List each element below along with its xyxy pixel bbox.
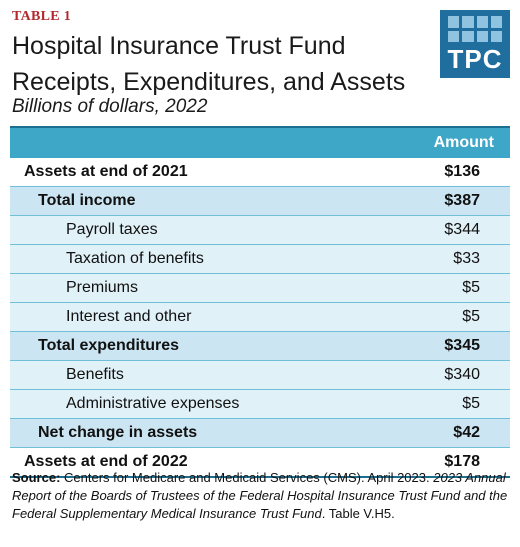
table-row: Payroll taxes $344 (10, 216, 510, 245)
row-label: Net change in assets (38, 424, 198, 441)
row-label: Assets at end of 2022 (24, 453, 188, 470)
table-row: Benefits $340 (10, 361, 510, 390)
table-row: Assets at end of 2021 $136 (10, 158, 510, 187)
row-label: Assets at end of 2021 (24, 163, 188, 180)
tpc-logo: TPC (440, 10, 510, 78)
table-row: Assets at end of 2022 $178 (10, 448, 510, 478)
table-row: Interest and other $5 (10, 303, 510, 332)
row-value: $387 (444, 192, 480, 209)
column-header-amount: Amount (433, 134, 494, 151)
row-value: $340 (444, 366, 480, 383)
logo-grid-icon (448, 16, 502, 42)
row-label: Benefits (66, 366, 124, 383)
row-label: Taxation of benefits (66, 250, 204, 267)
table-body: Assets at end of 2021 $136 Total income $38… (10, 158, 510, 478)
row-value: $345 (444, 337, 480, 354)
source-text: Centers for Medicare and Medicaid Servic… (60, 470, 434, 485)
row-value: $344 (444, 221, 480, 238)
table-row: Total expenditures $345 (10, 332, 510, 361)
table-tag: TABLE 1 (12, 9, 72, 24)
data-table: Amount Assets at end of 2021 $136 Total in… (10, 126, 510, 478)
row-value: $5 (462, 308, 480, 325)
row-value: $5 (462, 279, 480, 296)
row-label: Administrative expenses (66, 395, 240, 412)
source-note: Source: Centers for Medicare and Medicai… (12, 469, 510, 523)
source-report-title: 2023 Annual Report of the Boards of Trus… (12, 470, 508, 521)
row-value: $33 (453, 250, 480, 267)
row-value: $42 (453, 424, 480, 441)
page-title: Hospital Insurance Trust Fund Receipts, … (12, 32, 406, 96)
source-label: Source: (12, 470, 61, 485)
logo-text: TPC (447, 44, 503, 74)
table-row: Taxation of benefits $33 (10, 245, 510, 274)
row-label: Interest and other (66, 308, 192, 325)
row-value: $178 (444, 453, 480, 470)
row-label: Payroll taxes (66, 221, 158, 238)
row-label: Total income (38, 192, 136, 209)
row-value: $5 (462, 395, 480, 412)
source-text-end: . Table V.H5. (321, 506, 395, 521)
table-row: Total income $387 (10, 187, 510, 216)
table-header: Amount (10, 126, 510, 158)
table-row: Premiums $5 (10, 274, 510, 303)
row-label: Premiums (66, 279, 139, 296)
row-label: Total expenditures (38, 337, 180, 354)
page-subtitle: Billions of dollars, 2022 (12, 96, 208, 117)
table-row: Administrative expenses $5 (10, 390, 510, 419)
table-row: Net change in assets $42 (10, 419, 510, 448)
row-value: $136 (444, 163, 480, 180)
